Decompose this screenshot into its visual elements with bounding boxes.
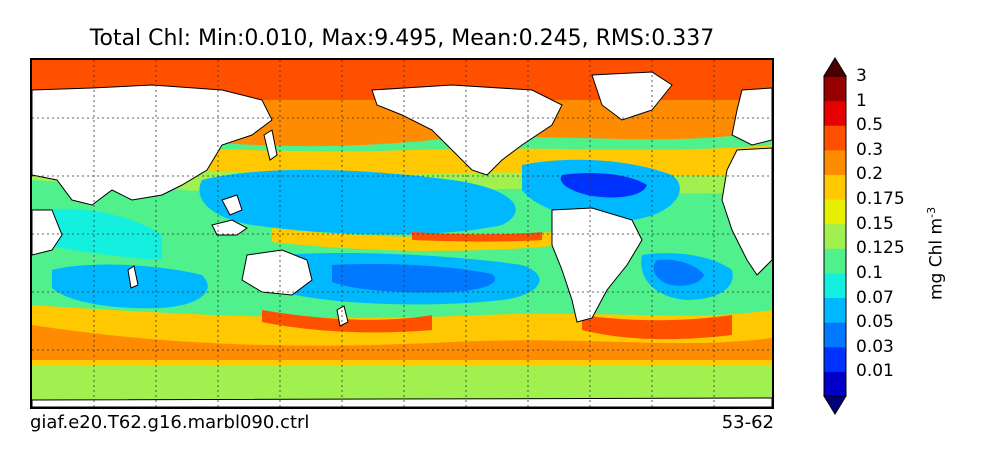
south-america (551, 207, 643, 323)
colorbar-segment (824, 322, 846, 348)
colorbar-segment (824, 149, 846, 175)
south-atlantic-core (653, 259, 704, 286)
colorbar-tick-label: 3 (856, 66, 867, 86)
map-panel (30, 58, 774, 409)
chart-title: Total Chl: Min:0.010, Max:9.495, Mean:0.… (89, 26, 715, 51)
patagonia-bloom (582, 315, 732, 340)
indian-ocean-gyre (52, 264, 208, 309)
philippines (221, 194, 243, 216)
colorbar-tick-label: 0.125 (856, 238, 905, 259)
colorbar-tick-label: 0.07 (856, 287, 894, 308)
years-label: 53-62 (721, 412, 774, 433)
southern-orange-band (32, 325, 772, 360)
colorbar-segment (824, 199, 846, 225)
south-pacific-core (332, 264, 496, 293)
colorbar-segment (824, 297, 846, 323)
colorbar-segment (824, 76, 846, 102)
north-pacific-gyre (199, 169, 516, 235)
europe-east (731, 87, 772, 146)
chlorophyll-map (32, 60, 772, 407)
colorbar-tick-label: 0.1 (856, 262, 884, 283)
antarctica (32, 397, 772, 407)
north-america (371, 84, 563, 176)
colorbar-segment (824, 371, 846, 397)
colorbar-tick-label: 1 (856, 90, 867, 111)
eurasia (32, 84, 273, 206)
colorbar-tick-label: 0.05 (856, 312, 894, 333)
new-zealand (336, 305, 349, 327)
colorbar-segment (824, 346, 846, 372)
equatorial-core (412, 232, 542, 242)
colorbar-tick-label: 0.175 (856, 189, 905, 210)
colorbar-tick-label: 0.2 (856, 164, 884, 185)
colorbar-segment (824, 125, 846, 151)
colorbar (823, 57, 847, 415)
sargasso-core (560, 173, 647, 198)
colorbar-tick-labels: 0.01 0.03 0.05 0.07 0.1 0.125 0.15 0.175 0.2 0.3 0… (856, 67, 926, 390)
madagascar (127, 265, 139, 289)
indonesia (211, 219, 248, 236)
colorbar-tick-label: 0.3 (856, 139, 884, 160)
unit-exponent: -3 (925, 206, 938, 218)
colorbar-segment (824, 174, 846, 200)
colorbar-tick-label: 0.5 (856, 115, 884, 136)
land-masses (32, 71, 772, 407)
australia (241, 249, 313, 296)
africa-west-edge (32, 209, 63, 256)
graticule (32, 60, 772, 407)
colorbar-segment (824, 223, 846, 249)
colorbar-unit-label: mg Chl m-3 (925, 207, 947, 300)
case-name-label: giaf.e20.T62.g16.marbl090.ctrl (30, 412, 310, 433)
colorbar-extend-min (823, 395, 847, 415)
colorbar-segment (824, 100, 846, 126)
colorbar-tick-label: 0.15 (856, 213, 894, 234)
colorbar-segment (824, 272, 846, 299)
colorbar-tick-label: 0.01 (856, 361, 894, 382)
colorbar-frame (823, 75, 847, 397)
colorbar-segment (824, 248, 846, 274)
japan (263, 129, 278, 161)
colorbar-extend-max (823, 57, 847, 77)
unit-text: mg Chl m (926, 217, 947, 300)
colorbar-tick-label: 0.03 (856, 336, 894, 357)
africa-east (721, 147, 772, 276)
